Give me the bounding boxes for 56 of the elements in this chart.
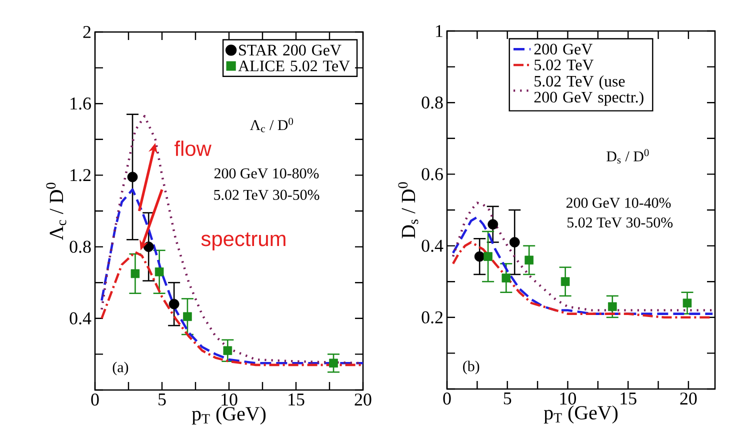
point xyxy=(154,267,164,276)
x-tick-label: 0 xyxy=(91,394,99,406)
annotation: 200 GeV 10-80% xyxy=(214,168,319,178)
y-tick-label: 0.4 xyxy=(70,312,92,324)
point xyxy=(130,269,140,278)
x-tick-label: 10 xyxy=(560,392,576,405)
annotation: D$_{s}$ / D$^{0}$ xyxy=(606,149,649,164)
y-tick-label: 0.8 xyxy=(422,96,443,109)
x-axis-title: p$_{T}$ (GeV) xyxy=(192,406,266,425)
y-tick-label: 1 xyxy=(436,25,442,37)
point xyxy=(524,256,534,265)
point xyxy=(509,237,520,248)
x-tick-label: 15 xyxy=(620,392,636,405)
point xyxy=(502,274,511,282)
y-tick-label: 0.4 xyxy=(422,240,444,252)
point xyxy=(608,302,617,312)
x-tick-label: 20 xyxy=(680,392,697,405)
point xyxy=(682,298,692,308)
x-tick-label: 20 xyxy=(354,394,372,406)
point xyxy=(488,219,498,230)
point xyxy=(560,277,570,286)
annotation: (a) xyxy=(112,362,128,376)
y-axis-title: D$_{s}$ / D$^{0}$ xyxy=(398,182,418,238)
legend-label: 200 GeV xyxy=(534,44,592,55)
x-tick-label: 10 xyxy=(222,394,238,406)
point xyxy=(329,358,338,368)
x-tick-label: 5 xyxy=(158,394,166,406)
annotation: 5.02 TeV 30-50% xyxy=(214,190,320,200)
y-axis-title: Λ$_{c}$ / D$^{0}$ xyxy=(46,182,66,240)
legend-label: 5.02 TeV xyxy=(534,60,594,70)
y-tick-label: 0.6 xyxy=(422,168,443,180)
point xyxy=(183,312,192,322)
x-axis-title: p$_{T}$ (GeV) xyxy=(544,405,618,424)
y-tick-label: 1.6 xyxy=(70,98,91,110)
y-tick-label: 0.8 xyxy=(70,240,91,253)
x-tick-label: 15 xyxy=(288,394,304,406)
annotation: (b) xyxy=(463,360,480,374)
point xyxy=(474,251,485,262)
annotation: spectrum xyxy=(201,232,286,250)
point xyxy=(143,242,154,252)
point xyxy=(127,172,138,182)
annotation: 200 GeV 10-40% xyxy=(566,198,671,208)
x-tick-label: 5 xyxy=(504,392,512,404)
annotation: 5.02 TeV 30-50% xyxy=(568,217,673,228)
x-tick-label: 0 xyxy=(443,392,451,405)
legend-label: ALICE 5.02 TeV xyxy=(238,60,350,72)
point xyxy=(484,252,492,261)
y-tick-label: 1.2 xyxy=(70,169,90,182)
legend-label: STAR 200 GeV xyxy=(239,44,342,56)
y-tick-label: 0.2 xyxy=(422,311,443,324)
annotation: flow xyxy=(174,140,212,156)
y-tick-label: 2 xyxy=(83,26,90,38)
legend-label: 5.02 TeV (use 200 GeV spectr.) xyxy=(534,75,644,106)
annotation: Λ$_{c}$ / D$^{0}$ xyxy=(250,118,294,132)
point xyxy=(168,298,180,310)
point xyxy=(223,346,232,356)
